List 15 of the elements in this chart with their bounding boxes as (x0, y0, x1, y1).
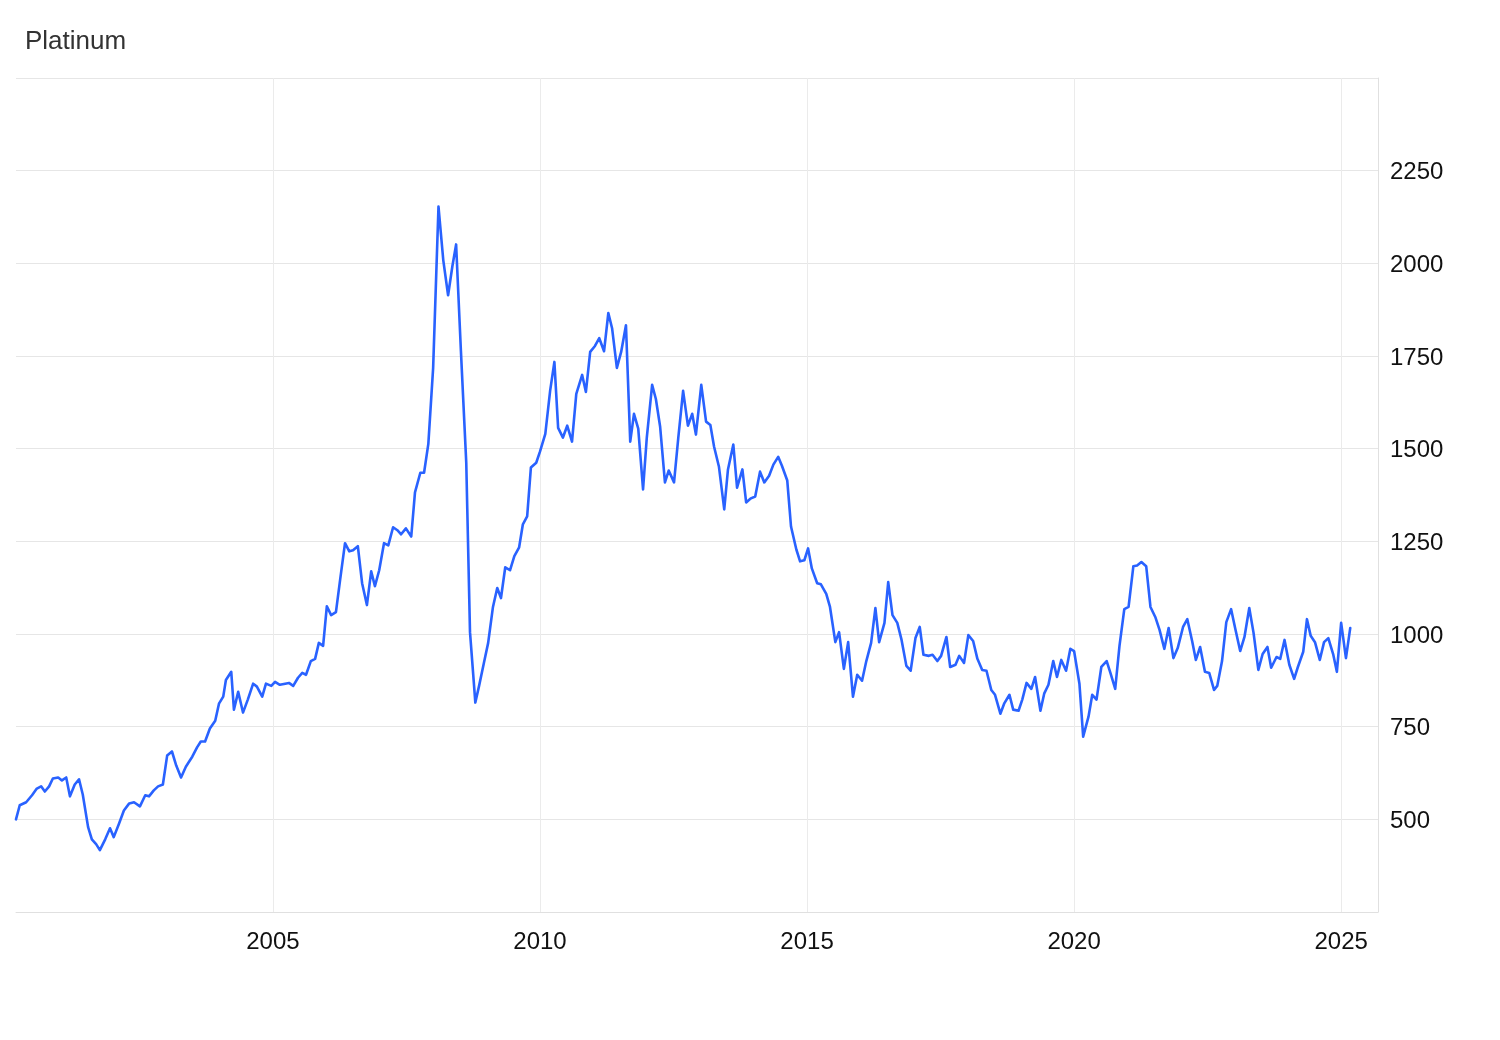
y-tick-label: 500 (1390, 805, 1431, 833)
x-tick-label: 2020 (1047, 926, 1101, 954)
x-tick-label: 2015 (780, 926, 834, 954)
y-tick-label: 750 (1390, 713, 1431, 741)
x-tick-label: 2005 (246, 926, 300, 954)
y-tick-label: 2000 (1390, 249, 1444, 277)
y-tick-label: 1250 (1390, 527, 1444, 555)
y-tick-label: 1750 (1390, 342, 1444, 370)
y-tick-label: 1000 (1390, 620, 1444, 648)
x-tick-label: 2010 (513, 926, 567, 954)
y-tick-label: 2250 (1390, 157, 1444, 185)
y-tick-label: 1500 (1390, 435, 1444, 463)
line-series (14, 205, 1352, 852)
chart-title: Platinum (25, 25, 127, 55)
x-tick-label: 2025 (1314, 926, 1368, 954)
